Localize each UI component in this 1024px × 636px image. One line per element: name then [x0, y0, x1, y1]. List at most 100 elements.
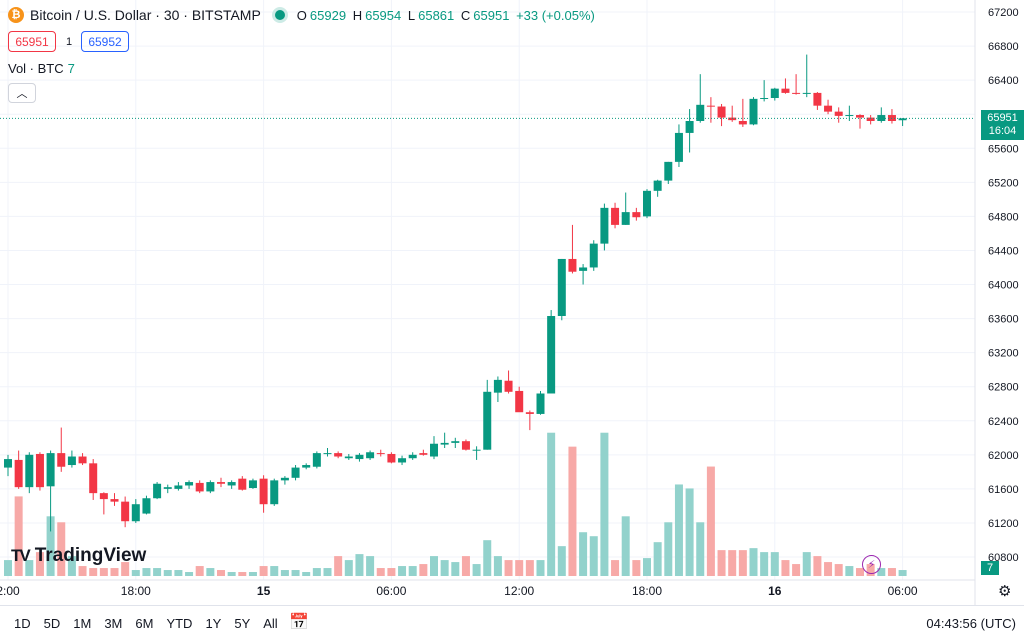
range-button-6m[interactable]: 6M [135, 616, 154, 631]
chevron-up-icon: ︿ [16, 88, 28, 100]
candle-body [419, 453, 428, 455]
chart-canvas[interactable]: 6080061200616006200062400628006320063600… [0, 0, 1024, 606]
candle-body [557, 258, 566, 317]
volume-bar [334, 556, 343, 576]
volume-bar [845, 566, 854, 576]
volume-bar [547, 432, 556, 576]
candle-body [696, 104, 705, 121]
candle-body [664, 161, 673, 181]
candle-body [323, 453, 332, 455]
low-value: 65861 [418, 7, 455, 23]
candle-body [685, 121, 694, 133]
volume-bar [14, 496, 23, 576]
market-open-icon [274, 10, 285, 20]
volume-bar [760, 552, 769, 576]
volume-bar [770, 552, 779, 576]
candle-body [376, 453, 385, 455]
volume-bar [653, 542, 662, 576]
candle-body [579, 267, 588, 271]
volume-bar [589, 536, 598, 576]
collapse-legend-button[interactable]: ︿ [8, 83, 36, 103]
flash-icon[interactable]: ⚡ [862, 555, 881, 574]
candle-body [270, 480, 279, 505]
y-tick-label: 62000 [988, 450, 1019, 462]
candle-body [547, 316, 556, 394]
volume-legend[interactable]: Vol · BTC 7 [8, 61, 75, 76]
volume-bar [195, 566, 204, 576]
candle-body [589, 243, 598, 268]
candle-body [493, 379, 502, 393]
spread-value: 1 [65, 35, 73, 48]
candle-body [760, 98, 769, 100]
volume-bar [366, 556, 375, 576]
sell-price-button[interactable]: 65951 [8, 31, 56, 52]
volume-bar [25, 560, 34, 576]
volume-bar [483, 540, 492, 576]
volume-bar [217, 570, 225, 576]
y-tick-label: 62800 [988, 382, 1019, 394]
candle-body [238, 478, 247, 490]
x-tick-label: 16 [768, 584, 782, 598]
volume-bar [419, 564, 428, 576]
candle-body [312, 453, 321, 467]
range-button-ytd[interactable]: YTD [166, 616, 193, 631]
volume-bar [344, 560, 353, 576]
candle-body [845, 115, 854, 117]
volume-bar [664, 522, 673, 576]
candle-body [770, 88, 779, 99]
volume-bar [78, 566, 87, 576]
candle-body [248, 480, 257, 489]
high-value: 65954 [365, 7, 402, 23]
candle-body [461, 441, 470, 450]
range-button-1m[interactable]: 1M [73, 616, 92, 631]
x-tick-label: 06:00 [888, 584, 918, 598]
candle-body [67, 456, 76, 466]
candle-body [110, 499, 119, 502]
volume-bar [4, 560, 12, 576]
candle-body [89, 463, 98, 494]
volume-bar [728, 550, 737, 576]
range-button-5d[interactable]: 5D [43, 616, 61, 631]
gear-icon[interactable]: ⚙ [998, 583, 1012, 600]
y-tick-label: 66400 [988, 75, 1019, 87]
candle-body [653, 180, 662, 191]
candle-body [515, 390, 524, 413]
candle-body [35, 453, 44, 488]
candle-body [430, 443, 438, 457]
low-label: L [407, 7, 416, 23]
y-tick-label: 64000 [988, 280, 1019, 292]
utc-clock[interactable]: 04:43:56 (UTC) [926, 616, 1016, 631]
volume-bar [824, 562, 833, 576]
volume-bar [270, 566, 279, 576]
volume-bar [525, 560, 534, 576]
volume-bar [738, 550, 747, 576]
volume-bar [749, 548, 758, 576]
range-button-all[interactable]: All [263, 616, 278, 631]
volume-bar [110, 568, 119, 576]
buy-price-button[interactable]: 65952 [81, 31, 129, 52]
candle-body [856, 115, 864, 118]
x-tick-label: 15 [257, 584, 271, 598]
volume-bar [153, 568, 162, 576]
tradingview-logo[interactable]: TV TradingView [11, 545, 146, 567]
candle-body [334, 453, 343, 457]
calendar-goto-icon[interactable]: 📅 [289, 614, 309, 631]
y-tick-label: 62400 [988, 416, 1019, 428]
symbol-title[interactable]: Bitcoin / U.S. Dollar · 30 · BITSTAMP [30, 7, 261, 23]
volume-bar [323, 568, 332, 576]
candle-body [738, 121, 747, 125]
range-button-5y[interactable]: 5Y [234, 616, 251, 631]
volume-bar [696, 522, 705, 576]
bottom-toolbar: 1D 5D 1M 3M 6M YTD 1Y 5Y All 📅 04:43:56 (UTC) [0, 605, 1024, 636]
open-value: 65929 [309, 7, 347, 23]
logo-text: TradingView [34, 545, 147, 566]
candle-body [387, 453, 396, 463]
range-button-1d[interactable]: 1D [14, 616, 31, 631]
volume-bar [632, 560, 641, 576]
open-label: O [296, 7, 307, 23]
volume-bar [99, 568, 108, 576]
range-button-3m[interactable]: 3M [104, 616, 123, 631]
range-button-1y[interactable]: 1Y [205, 616, 222, 631]
candle-body [824, 105, 833, 112]
candle-body [706, 105, 715, 107]
